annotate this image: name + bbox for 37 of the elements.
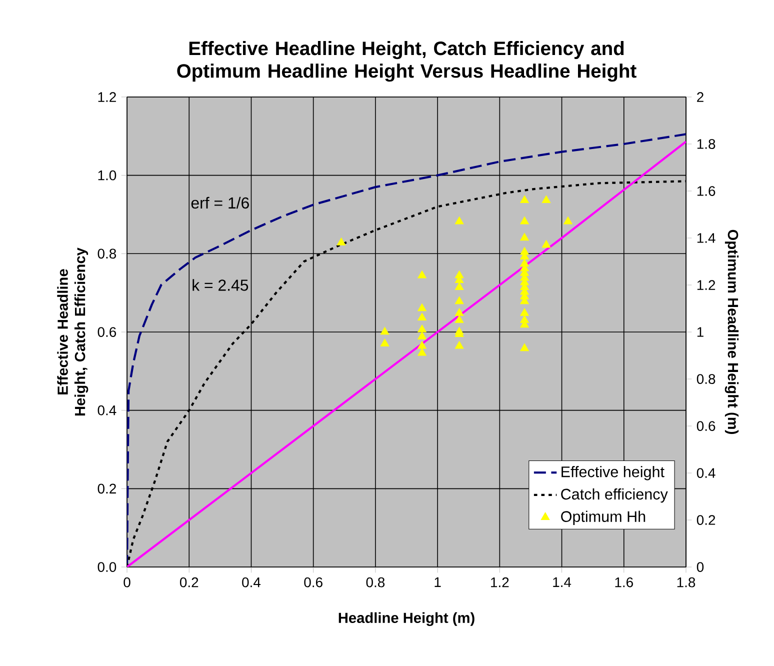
y-axis-title: Effective Headline Height, Catch Efficiency — [57, 248, 88, 416]
y2-tick-label: 0 — [696, 562, 704, 572]
y2-tick-label: 1.8 — [697, 139, 716, 149]
y2-tick-label: 1 — [697, 327, 704, 337]
y2-tick-label: 0.6 — [696, 421, 716, 431]
x-tick-label: 0 — [124, 577, 130, 588]
chart-title: Effective Headline Height, Catch Efficiency and Optimum Headline Height Versus Headline Height — [177, 41, 636, 82]
y2-tick-label: 2 — [697, 92, 704, 102]
y-tick-label: 0.4 — [98, 405, 116, 416]
y2-tick-label: 0.4 — [696, 468, 716, 478]
y2-tick-label: 1.6 — [697, 186, 716, 196]
x-tick-label: 0.2 — [180, 577, 198, 588]
y-tick-label: 0.8 — [98, 248, 116, 259]
y-tick-label: 0.6 — [98, 327, 116, 337]
y-tick-label: 0.2 — [98, 484, 116, 494]
x-tick-label: 1.8 — [677, 577, 696, 588]
y2-tick-label: 1.4 — [697, 233, 716, 243]
legend-label: Effective height — [562, 466, 664, 480]
y2-tick-label: 0.2 — [696, 515, 716, 525]
x-axis-title: Headline Height (m) — [338, 612, 474, 626]
y-tick-label: 0.0 — [98, 562, 116, 572]
annotation: erf = 1/6 — [191, 196, 249, 209]
x-tick-label: 1.6 — [615, 577, 633, 588]
x-tick-label: 0.4 — [242, 577, 261, 588]
y-tick-label: 1.0 — [98, 170, 116, 180]
y-tick-label: 1.2 — [98, 92, 116, 102]
legend-label: Optimum Hh — [561, 510, 646, 525]
legend-label: Catch efficiency — [561, 488, 668, 503]
y2-tick-label: 0.8 — [696, 374, 716, 384]
annotation: k = 2.45 — [192, 279, 248, 291]
x-tick-label: 1.4 — [553, 577, 572, 587]
x-tick-label: 0.6 — [304, 577, 322, 588]
x-tick-label: 0.8 — [366, 577, 385, 588]
y2-axis-title: Optimum Headline Height (m) — [724, 230, 739, 434]
x-tick-label: 1 — [434, 577, 441, 587]
x-tick-label: 1.2 — [491, 577, 509, 588]
y2-tick-label: 1.2 — [697, 280, 716, 290]
